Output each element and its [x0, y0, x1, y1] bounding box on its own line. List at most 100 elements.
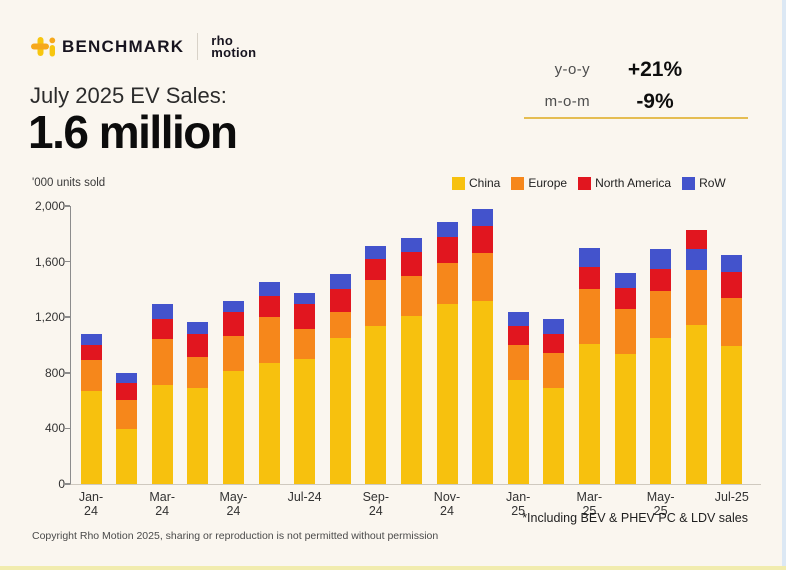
- bar-may-24: [222, 300, 244, 484]
- segment-jul-24-row: [294, 292, 316, 305]
- chart-legend: China Europe North America RoW: [452, 176, 748, 190]
- segment-sep-24-europe: [365, 279, 387, 326]
- x-tick-label-jul-25: Jul-25: [706, 490, 758, 504]
- segment-may-25-china: [650, 338, 672, 484]
- x-tick-line: May-: [646, 490, 675, 504]
- segment-feb-25-europe: [543, 353, 565, 389]
- x-tick-line: 25: [653, 504, 668, 518]
- y-tick-mark-2000: [64, 205, 70, 207]
- segment-oct-24-europe: [400, 276, 422, 316]
- x-tick-line: Mar-: [576, 490, 603, 504]
- segment-mar-25-row: [578, 247, 600, 267]
- legend-label-europe: Europe: [528, 176, 568, 190]
- segment-jul-24-europe: [294, 329, 316, 359]
- right-edge-strip: [782, 0, 786, 570]
- bar-sep-24: [365, 245, 387, 484]
- segment-jul-24-north-america: [294, 304, 316, 330]
- x-tick-label-jul-24: Jul-24: [279, 490, 331, 504]
- segment-apr-25-north-america: [614, 287, 636, 309]
- segment-nov-24-row: [436, 222, 458, 237]
- stat-row-mom: m-o-m -9%: [505, 88, 720, 115]
- segment-jun-25-china: [685, 324, 707, 484]
- segment-apr-25-china: [614, 354, 636, 484]
- segment-mar-25-europe: [578, 289, 600, 345]
- segment-mar-24-europe: [151, 339, 173, 386]
- segment-jul-25-china: [721, 345, 743, 484]
- rho-motion-line1: rho: [211, 33, 234, 48]
- segment-dec-24-china: [472, 300, 494, 484]
- segment-may-24-china: [222, 370, 244, 484]
- segment-feb-24-row: [116, 372, 138, 383]
- benchmark-wordmark: BENCHMARK: [62, 36, 185, 56]
- legend-item-europe: Europe: [511, 176, 567, 190]
- segment-apr-24-china: [187, 388, 209, 484]
- segment-jun-25-row: [685, 249, 707, 270]
- segment-may-24-north-america: [222, 311, 244, 336]
- bar-jun-25: [685, 230, 707, 484]
- growth-stats: y-o-y +21% m-o-m -9%: [505, 56, 720, 120]
- segment-sep-24-north-america: [365, 259, 387, 280]
- segment-aug-24-europe: [329, 311, 351, 338]
- segment-may-24-europe: [222, 335, 244, 371]
- x-tick-label-sep-24: Sep- 24: [350, 490, 402, 518]
- header-logos: BENCHMARK rho motion: [30, 33, 256, 60]
- segment-feb-25-north-america: [543, 333, 565, 354]
- segment-aug-24-north-america: [329, 288, 351, 312]
- x-tick-line: 24: [440, 504, 454, 518]
- x-tick-line: Jul-25: [714, 490, 749, 504]
- y-tick-mark-1200: [64, 316, 70, 318]
- bar-jul-24: [294, 292, 316, 484]
- segment-oct-24-north-america: [400, 251, 422, 277]
- segment-may-25-north-america: [650, 269, 672, 291]
- bar-feb-24: [116, 372, 138, 484]
- y-tick-label-1200: 1,200: [34, 310, 65, 325]
- segment-jan-25-north-america: [507, 326, 529, 346]
- segment-jan-24-europe: [80, 360, 102, 391]
- y-tick-label-2000: 2,000: [34, 199, 65, 213]
- segment-jul-25-north-america: [721, 272, 743, 299]
- legend-item-row: RoW: [682, 176, 726, 190]
- segment-nov-24-europe: [436, 263, 458, 304]
- yoy-value: +21%: [627, 57, 683, 81]
- bar-jun-24: [258, 281, 280, 484]
- bar-oct-24: [400, 238, 422, 484]
- segment-jan-25-europe: [507, 345, 529, 381]
- x-tick-label-mar-25: Mar- 25: [563, 490, 615, 518]
- segment-jun-24-north-america: [258, 295, 280, 318]
- segment-jun-24-china: [258, 363, 280, 484]
- segment-dec-24-north-america: [472, 226, 494, 253]
- segment-jan-24-row: [80, 333, 102, 346]
- stacked-bar-plot: 0 400 800 1,200 1,600 2,000 Jan- 24 Mar- 24 May- 24…: [35, 199, 761, 518]
- segment-sep-24-china: [365, 325, 387, 484]
- segment-dec-24-europe: [472, 252, 494, 301]
- x-tick-line: Jul-24: [287, 490, 322, 504]
- segment-may-25-europe: [650, 290, 672, 338]
- stats-underline: [524, 117, 748, 119]
- bar-aug-24: [329, 274, 351, 484]
- segment-dec-24-row: [472, 208, 494, 227]
- segment-feb-24-north-america: [116, 382, 138, 400]
- x-tick-line: 24: [368, 504, 383, 518]
- segment-mar-24-north-america: [151, 318, 173, 340]
- segment-sep-24-row: [365, 245, 387, 260]
- segment-jun-25-europe: [685, 269, 707, 325]
- bar-apr-24: [187, 322, 209, 484]
- segment-mar-24-row: [151, 303, 173, 319]
- segment-nov-24-china: [436, 304, 458, 484]
- segment-may-25-row: [650, 249, 672, 270]
- x-tick-label-mar-24: Mar- 24: [136, 490, 188, 518]
- segment-jul-25-row: [721, 254, 743, 273]
- segment-jun-24-row: [258, 281, 280, 296]
- y-axis-unit-label: '000 units sold: [32, 177, 106, 189]
- bar-apr-25: [614, 273, 636, 484]
- legend-swatch-row: [682, 176, 696, 190]
- y-tick-mark-0: [64, 483, 70, 485]
- segment-feb-25-row: [543, 319, 565, 334]
- legend-swatch-europe: [511, 176, 525, 190]
- y-tick-label-1600: 1,600: [34, 254, 65, 269]
- segment-jun-24-europe: [258, 317, 280, 364]
- x-tick-line: 24: [226, 504, 241, 518]
- y-tick-label-800: 800: [44, 365, 65, 380]
- bar-nov-24: [436, 222, 458, 484]
